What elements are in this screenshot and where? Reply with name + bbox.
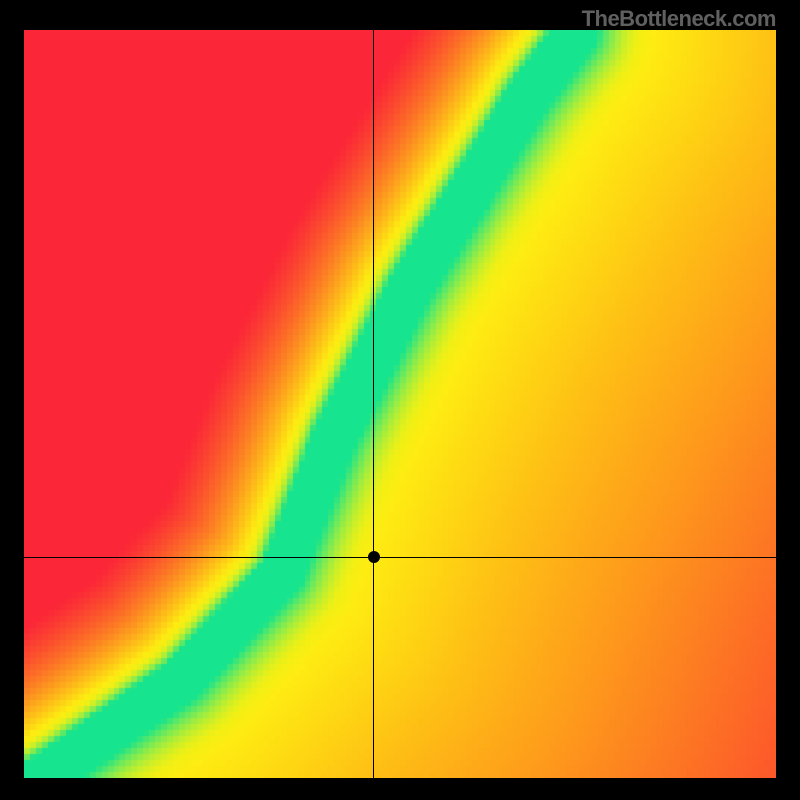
heatmap-canvas bbox=[24, 30, 776, 778]
crosshair-marker bbox=[368, 551, 380, 563]
crosshair-horizontal bbox=[24, 557, 776, 558]
crosshair-vertical bbox=[373, 30, 374, 778]
heatmap-plot bbox=[24, 30, 776, 778]
chart-container: TheBottleneck.com bbox=[0, 0, 800, 800]
watermark-text: TheBottleneck.com bbox=[582, 6, 776, 32]
